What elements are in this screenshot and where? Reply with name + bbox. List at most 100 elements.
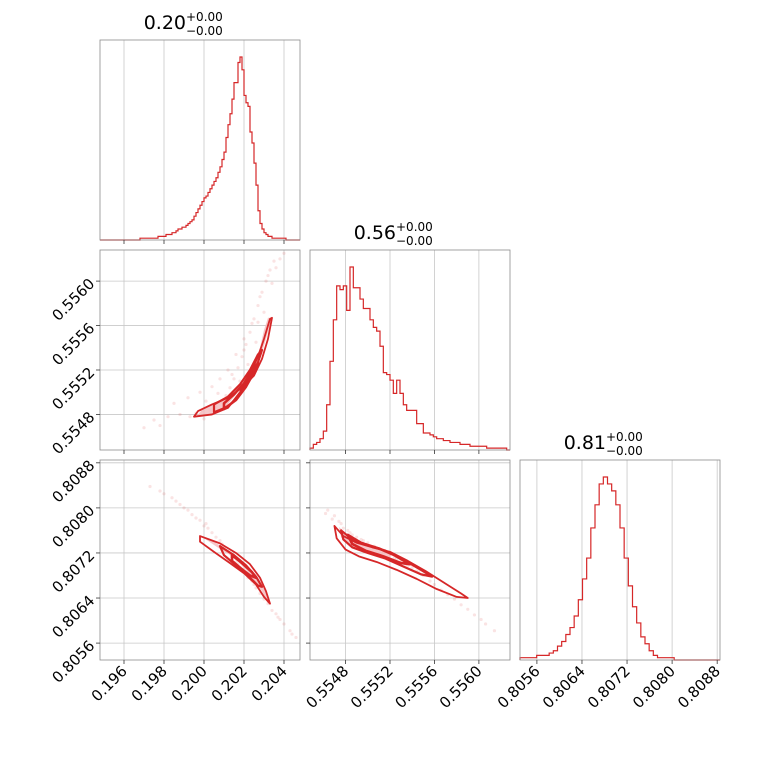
sample-point <box>274 612 278 616</box>
xtick-label-param-1-3: 0.5560 <box>436 662 486 712</box>
title-minus-param-1: −0.00 <box>396 234 433 248</box>
sample-point <box>276 615 280 619</box>
sample-point <box>256 320 260 324</box>
sample-point <box>142 426 146 430</box>
sample-point <box>479 617 483 622</box>
contour-level-0-pair-1 <box>199 535 271 605</box>
sample-point <box>178 502 182 507</box>
sample-point <box>228 386 232 390</box>
sample-point <box>232 377 236 381</box>
ytick-label-param-2-0: 0.8056 <box>49 637 99 687</box>
sample-point <box>236 366 240 370</box>
sample-point <box>178 412 182 417</box>
histogram-param-1 <box>309 266 510 451</box>
sample-point <box>359 537 363 542</box>
sample-point <box>206 526 210 530</box>
sample-point <box>242 337 246 341</box>
xtick-label-param-0-2: 0.200 <box>168 662 211 705</box>
sample-point <box>432 582 437 587</box>
title-plus-param-0: +0.00 <box>186 10 223 24</box>
ytick-label-param-1-3: 0.5560 <box>49 275 99 325</box>
ytick-label-param-2-3: 0.8080 <box>49 502 99 552</box>
sample-point <box>483 622 488 626</box>
sample-point <box>198 518 202 522</box>
sample-point <box>204 522 208 526</box>
panel-frame-diag-1 <box>309 249 511 451</box>
sample-point <box>258 295 262 299</box>
ytick-label-param-2-4: 0.8088 <box>49 456 99 506</box>
sample-point <box>174 499 178 503</box>
sample-point <box>218 538 222 543</box>
xtick-label-param-2-2: 0.8072 <box>584 662 634 712</box>
panel-frame-diag-2 <box>519 459 721 661</box>
sample-point <box>361 538 365 543</box>
sample-point <box>341 526 345 530</box>
sample-point <box>170 496 174 500</box>
xtick-label-param-1-2: 0.5556 <box>391 662 441 712</box>
sample-point <box>466 607 470 611</box>
title-minus-param-2: −0.00 <box>606 444 643 458</box>
sample-point <box>218 377 222 381</box>
sample-point <box>254 340 258 344</box>
sample-point <box>230 372 234 377</box>
sample-point <box>428 579 432 583</box>
panel-frame-pair-0 <box>99 249 301 451</box>
sample-point <box>452 597 457 601</box>
sample-point <box>410 566 414 570</box>
sample-point <box>252 317 256 321</box>
sample-point <box>172 401 176 405</box>
sample-point <box>162 492 166 496</box>
data-layer <box>100 56 720 661</box>
sample-point <box>202 524 206 528</box>
title-param-1: 0.56 <box>354 222 396 244</box>
sample-point <box>202 417 206 421</box>
sample-point <box>242 348 246 352</box>
sample-point <box>332 514 337 518</box>
label-layer: 0.20 +0.00−0.000.56 +0.00−0.000.81 +0.00−0.… <box>49 10 724 712</box>
contour-level-2-pair-2 <box>346 533 412 566</box>
contour-level-2-pair-1 <box>230 553 258 580</box>
sample-point <box>355 535 359 539</box>
sample-point <box>278 617 282 622</box>
sample-point <box>158 423 162 428</box>
xtick-label-param-1-0: 0.5548 <box>303 662 353 712</box>
sample-point <box>182 506 186 510</box>
grid-layer <box>100 40 718 660</box>
sample-point <box>282 622 286 626</box>
sample-point <box>459 603 463 607</box>
histogram-param-0 <box>100 56 300 241</box>
sample-point <box>210 531 214 535</box>
title-plus-param-2: +0.00 <box>606 430 643 444</box>
xtick-label-param-0-4: 0.204 <box>248 662 291 705</box>
ytick-label-param-1-1: 0.5552 <box>49 364 99 414</box>
histogram-param-2 <box>519 476 720 661</box>
sample-point <box>250 321 254 325</box>
sample-point <box>264 279 268 283</box>
sample-point <box>248 330 252 334</box>
sample-point <box>330 517 334 521</box>
sample-point <box>266 273 270 278</box>
xtick-label-param-2-1: 0.8064 <box>539 662 589 712</box>
ytick-label-param-1-2: 0.5556 <box>49 319 99 369</box>
sample-point <box>339 522 343 526</box>
sample-point <box>148 484 152 489</box>
sample-point <box>234 352 238 357</box>
panel-frame-pair-2 <box>309 459 511 661</box>
ytick-label-param-1-0: 0.5548 <box>49 408 99 458</box>
sample-point <box>268 268 272 272</box>
sample-point <box>326 508 330 512</box>
title-minus-param-0: −0.00 <box>186 24 223 38</box>
sample-point <box>492 629 497 633</box>
xtick-label-param-0-3: 0.202 <box>208 662 251 705</box>
sample-point <box>204 399 208 403</box>
sample-point <box>186 396 190 400</box>
sample-point <box>288 629 292 633</box>
sample-point <box>260 290 264 294</box>
sample-point <box>216 391 220 395</box>
pair-panel-0 <box>142 251 286 430</box>
sample-point <box>290 632 294 636</box>
pair-panel-1 <box>148 484 298 640</box>
sample-point <box>270 281 274 285</box>
sample-point <box>272 259 276 263</box>
